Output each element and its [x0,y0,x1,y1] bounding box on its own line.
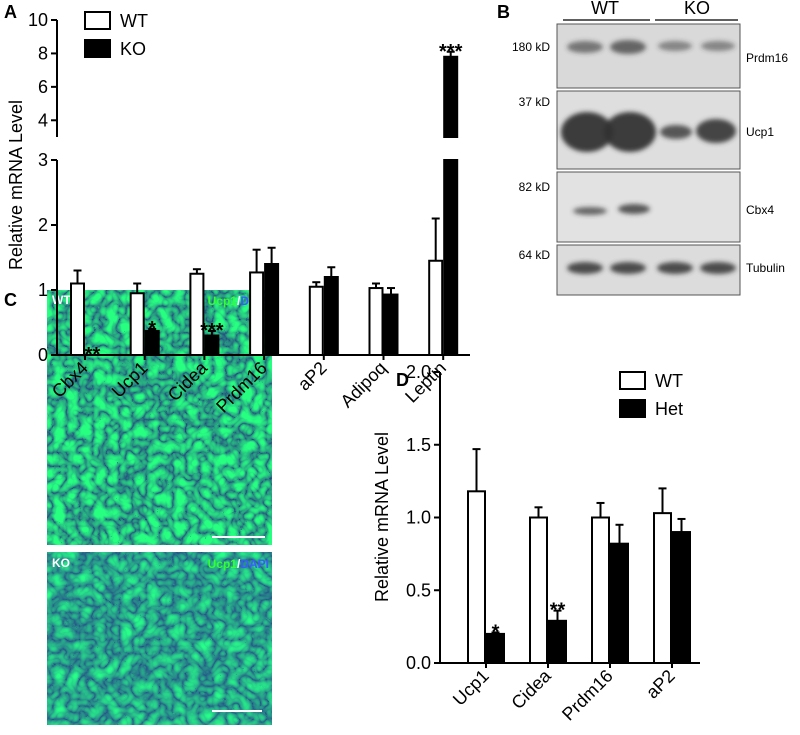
x-tick-label: Cidea [507,665,555,713]
bar [323,276,339,356]
bar [591,516,610,664]
bar [189,272,205,356]
stain-green: Ucp1 [208,294,238,308]
panel-label: C [4,290,17,310]
bar [368,287,384,356]
genotype-label: KO [52,556,70,570]
y-tick-label: 1 [38,280,48,300]
bar [70,282,85,356]
significance-label: ** [550,600,566,622]
panel-label: B [497,2,510,22]
y-tick-label: 0.5 [406,580,431,600]
y-tick-label: 1.0 [406,508,431,528]
bar [383,293,399,356]
group-label: WT [591,0,619,18]
marker-label: 64 kD [519,248,551,262]
y-tick-label: 2.0 [406,362,431,382]
bar [443,55,459,357]
significance-label: * [148,318,156,340]
stain-blue: DAPI [240,557,269,571]
x-tick-label: aP2 [294,358,331,395]
bar [308,285,324,356]
bar [144,329,160,357]
legend-swatch [84,39,111,58]
y-tick-label: 8 [38,43,48,63]
legend-label: KO [120,39,146,59]
bar [467,490,486,664]
significance-label: *** [439,41,463,63]
bar [672,531,691,664]
y-tick-label: 0 [38,345,48,365]
bar [653,512,672,665]
y-tick-label: 6 [38,77,48,97]
legend-label: WT [655,371,683,391]
blot-strip [556,23,741,89]
stain-label: Ucp1/DAPI [208,557,269,571]
x-tick-label: Ucp1 [449,666,493,710]
bar [610,542,629,664]
significance-label: *** [200,320,224,342]
axis-break [49,138,470,159]
bar [204,334,220,356]
y-tick-label: 4 [38,110,48,130]
genotype-label: WT [52,293,71,307]
x-tick-label: Adipoq [337,358,391,412]
y-tick-label: 2 [38,215,48,235]
legend-swatch [619,371,646,390]
legend-swatch [619,399,646,418]
legend-label: Het [655,399,683,419]
protein-label: Cbx4 [746,203,774,217]
bar [529,516,548,664]
x-tick-label: Prdm16 [558,666,617,725]
western-blot: B WT KO 180 kD 37 kD 82 kD 64 kD Prdm16 … [497,0,788,296]
stain-separator: / [237,557,241,571]
protein-label: Tubulin [746,261,785,275]
group-label: KO [684,0,710,18]
stain-green: Ucp1 [208,557,238,571]
bar [264,263,280,356]
legend-label: WT [120,11,148,31]
y-tick-label: 1.5 [406,435,431,455]
x-tick-label: aP2 [642,666,679,703]
protein-label: Ucp1 [746,125,774,139]
bar [249,271,265,357]
panel-label: D [396,370,409,390]
y-tick-label: 3 [38,150,48,170]
y-tick-label: 10 [28,10,48,30]
y-tick-label: 0.0 [406,653,431,673]
bar [428,259,444,356]
protein-label: Prdm16 [746,51,788,65]
bands [561,40,736,274]
marker-label: 82 kD [519,180,551,194]
significance-label: * [492,621,500,643]
legend-swatch [84,11,111,30]
y-axis-title: Relative mRNA Level [372,432,392,602]
bar [129,292,145,356]
significance-label: ** [85,344,101,366]
marker-label: 37 kD [519,95,551,109]
stain-separator: / [237,294,241,308]
y-axis-title: Relative mRNA Level [6,100,26,270]
bar [548,619,567,664]
marker-label: 180 kD [512,40,550,54]
bar [486,632,505,665]
micrograph-image [47,552,272,725]
panel-label: A [4,2,17,22]
